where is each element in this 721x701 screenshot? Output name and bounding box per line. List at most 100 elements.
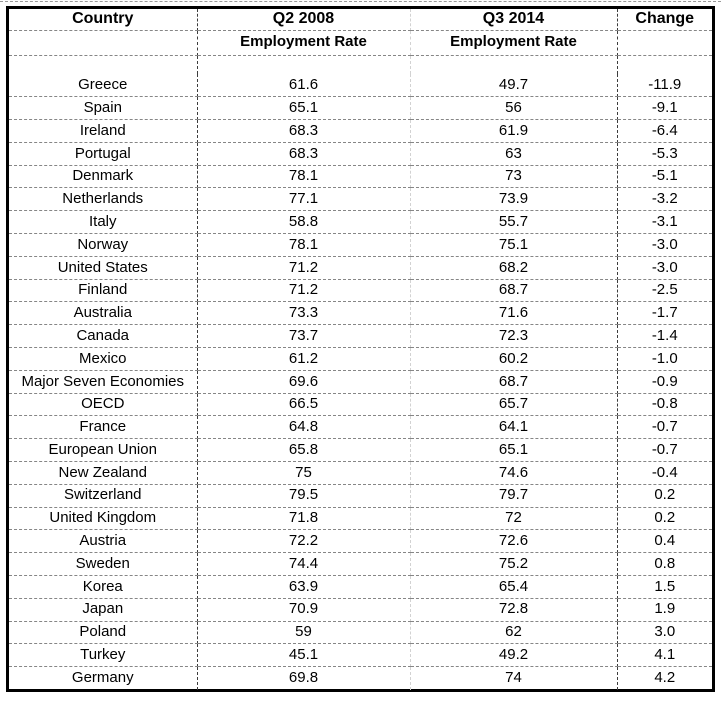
cell-q3-2014: 71.6 — [410, 301, 618, 326]
table-row: Norway 78.1 75.1 -3.0 — [9, 233, 712, 257]
cell-country: United Kingdom — [9, 507, 198, 531]
cell-change: -2.5 — [617, 279, 712, 303]
cell-q3-2014: 61.9 — [410, 119, 618, 143]
cell-q3-2014: 72.8 — [410, 598, 618, 622]
cell-q2-2008: 71.8 — [197, 507, 411, 531]
cell-country: OECD — [9, 393, 198, 417]
cell-q3-2014: 79.7 — [410, 484, 618, 508]
cell-country: New Zealand — [9, 461, 198, 485]
cell-country: Denmark — [9, 165, 198, 189]
cell-q3-2014: 65.4 — [410, 575, 618, 599]
cell-q3-2014: 75.1 — [410, 233, 618, 257]
table-row: Spain 65.1 56 -9.1 — [9, 96, 712, 121]
cell-q2-2008: 68.3 — [197, 119, 411, 143]
subheader-blank-change — [617, 30, 712, 56]
cell-q3-2014: 62 — [410, 621, 618, 645]
column-header-q2-2008: Q2 2008 — [197, 9, 411, 31]
cell-change: 4.1 — [617, 643, 712, 668]
cell-change: -5.3 — [617, 142, 712, 166]
table-row: Switzerland 79.5 79.7 0.2 — [9, 484, 712, 508]
cell-q2-2008: 61.2 — [197, 347, 411, 371]
column-header-q3-2014: Q3 2014 — [410, 9, 618, 31]
cell-country: Finland — [9, 279, 198, 303]
table-row: Denmark 78.1 73 -5.1 — [9, 165, 712, 189]
cell-q3-2014: 68.7 — [410, 370, 618, 394]
cell-change: -3.2 — [617, 187, 712, 212]
cell-country: Sweden — [9, 552, 198, 577]
cell-change: -6.4 — [617, 119, 712, 143]
table-row: Mexico 61.2 60.2 -1.0 — [9, 347, 712, 371]
cell-q2-2008: 72.2 — [197, 529, 411, 554]
cell-q3-2014: 73.9 — [410, 187, 618, 212]
cell-change: -0.8 — [617, 393, 712, 417]
table-row: Australia 73.3 71.6 -1.7 — [9, 301, 712, 326]
column-header-change: Change — [617, 9, 712, 31]
cell-change: -1.7 — [617, 301, 712, 326]
cell-q3-2014: 65.1 — [410, 438, 618, 463]
cell-q3-2014: 74 — [410, 666, 618, 690]
cell-change: 4.2 — [654, 669, 676, 687]
cell-q3-2014: 75.2 — [410, 552, 618, 577]
table-row: Greece 61.6 49.7 -11.9 — [9, 74, 712, 98]
table-row: Ireland 68.3 61.9 -6.4 — [9, 119, 712, 143]
cell-change: 3.0 — [617, 621, 712, 645]
table-row: Turkey 45.1 49.2 4.1 — [9, 643, 712, 668]
cell-country: Spain — [9, 96, 198, 121]
cell-country: Portugal — [9, 142, 198, 166]
cell-country: Austria — [9, 529, 198, 554]
cell-change: 0.2 — [617, 507, 712, 531]
table-row: Japan 70.9 72.8 1.9 — [9, 598, 712, 622]
cell-change: -11.9 — [617, 74, 712, 98]
cell-q2-2008: 78.1 — [197, 233, 411, 257]
cell-country: Australia — [9, 301, 198, 326]
cell-q3-2014: 64.1 — [410, 415, 618, 440]
cell-q3-2014: 49.2 — [410, 643, 618, 668]
table-row: Korea 63.9 65.4 1.5 — [9, 575, 712, 599]
top-gridline — [0, 1, 721, 2]
cell-q3-2014: 55.7 — [410, 210, 618, 235]
cell-country: Poland — [9, 621, 198, 645]
cell-q2-2008: 59 — [197, 621, 411, 645]
table-row: Netherlands 77.1 73.9 -3.2 — [9, 187, 712, 212]
employment-rate-table: Country Q2 2008 Q3 2014 Change Employmen… — [9, 9, 712, 690]
table-row: Austria 72.2 72.6 0.4 — [9, 529, 712, 554]
cell-q3-2014: 72.6 — [410, 529, 618, 554]
table-row: Italy 58.8 55.7 -3.1 — [9, 210, 712, 235]
cell-change: 1.9 — [617, 598, 712, 622]
cell-q2-2008: 78.1 — [197, 165, 411, 189]
table-row: Sweden 74.4 75.2 0.8 — [9, 552, 712, 577]
cell-country: France — [9, 415, 198, 440]
cell-country: United States — [9, 256, 198, 280]
cell-country: European Union — [9, 438, 198, 463]
cell-q2-2008: 65.1 — [197, 96, 411, 121]
header-row-1: Country Q2 2008 Q3 2014 Change — [9, 9, 712, 31]
header-row-2: Employment Rate Employment Rate — [9, 30, 712, 56]
cell-q2-2008: 69.8 — [197, 666, 411, 690]
table-row: European Union 65.8 65.1 -0.7 — [9, 438, 712, 463]
cell-q3-2014: 68.2 — [410, 256, 618, 280]
cell-q2-2008: 45.1 — [197, 643, 411, 668]
cell-q3-2014: 73 — [410, 165, 618, 189]
cell-country: Mexico — [9, 347, 198, 371]
cell-change: -0.9 — [617, 370, 712, 394]
cell-q2-2008: 71.2 — [197, 279, 411, 303]
cell-country: Turkey — [9, 643, 198, 668]
cell-country: Italy — [9, 210, 198, 235]
cell-q3-2014: 49.7 — [410, 74, 618, 98]
table-row: Poland 59 62 3.0 — [9, 621, 712, 645]
cell-change: -9.1 — [617, 96, 712, 121]
cell-country: Major Seven Economies — [9, 370, 198, 394]
cell-change: -1.4 — [617, 324, 712, 349]
cell-q2-2008: 74.4 — [197, 552, 411, 577]
cell-q2-2008: 64.8 — [197, 415, 411, 440]
table-row: Canada 73.7 72.3 -1.4 — [9, 324, 712, 349]
cell-change: -3.1 — [617, 210, 712, 235]
column-header-country: Country — [9, 9, 198, 31]
cell-q2-2008: 70.9 — [197, 598, 411, 622]
cell-change: 0.2 — [617, 484, 712, 508]
cell-q2-2008: 65.8 — [197, 438, 411, 463]
cell-q2-2008: 73.7 — [197, 324, 411, 349]
table-row: France 64.8 64.1 -0.7 — [9, 415, 712, 440]
subheader-employment-rate-q2: Employment Rate — [197, 30, 411, 56]
cell-country: Norway — [9, 233, 198, 257]
